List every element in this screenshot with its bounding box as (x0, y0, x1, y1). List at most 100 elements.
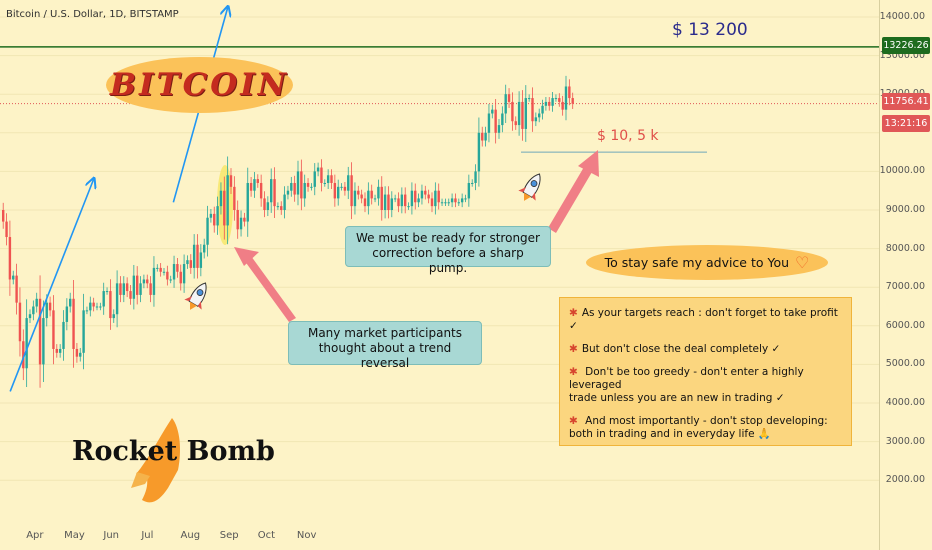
candle (112, 309, 115, 323)
candle-body (558, 98, 561, 102)
candle (280, 201, 283, 215)
candle-body (156, 267, 159, 269)
price-tick: 10000.00 (879, 165, 925, 177)
candle (484, 126, 487, 147)
candle-body (544, 101, 548, 106)
candle (524, 85, 527, 142)
candle (434, 182, 437, 215)
trend-line-1 (9, 179, 93, 392)
candle (35, 292, 38, 313)
candle (239, 210, 243, 237)
advice-item-line1: And most importantly - don't stop develo… (581, 415, 828, 427)
horizontal-levels (0, 46, 932, 153)
candle (457, 198, 460, 206)
candle-body (266, 202, 270, 210)
candle-body (5, 221, 8, 238)
candle (460, 193, 464, 208)
advice-item: ✱ As your targets reach : don't forget to… (569, 307, 843, 333)
candle-body (417, 198, 420, 203)
candle (534, 112, 538, 127)
candle (414, 183, 417, 210)
candle (481, 126, 484, 147)
candle-body (424, 190, 427, 195)
candle (18, 287, 22, 357)
advice-title: To stay safe my advice to You ♡ (586, 245, 828, 280)
candle (363, 192, 367, 213)
candle-body (249, 182, 253, 191)
candle (393, 194, 397, 203)
candle-body (437, 190, 440, 203)
candle-body (347, 175, 350, 191)
month-label: Jul (141, 530, 154, 541)
candle-body (206, 217, 209, 245)
callout-trend-reversal: Many market participants thought about a… (288, 321, 482, 370)
anger-mark-icon: ✱ (569, 343, 578, 355)
candle (42, 300, 45, 383)
candle (263, 191, 266, 218)
candle-body (527, 98, 531, 100)
bitcoin-badge: BITCOIN (106, 57, 293, 113)
target-10500-label: $ 10, 5 k (597, 128, 659, 144)
candle (8, 220, 12, 296)
price-axis[interactable]: 14000.0013000.0012000.0010000.009000.008… (879, 0, 932, 550)
candle-body (48, 302, 52, 311)
candle (353, 182, 357, 215)
candle (209, 208, 213, 223)
candle-body (420, 190, 424, 199)
candle (417, 193, 420, 208)
candle-body (357, 190, 360, 195)
candle-body (561, 101, 564, 110)
candle-body (407, 206, 410, 208)
candle (290, 176, 293, 197)
candle (491, 104, 494, 119)
callout-arrow-reversal (237, 250, 296, 322)
candle-body (481, 132, 484, 141)
candle-body (377, 186, 380, 199)
candle-body (55, 348, 58, 353)
candle-body (102, 291, 105, 307)
advice-item: ✱ But don't close the deal completely ✓ (569, 343, 843, 356)
candle (132, 264, 136, 310)
candle-body (199, 252, 203, 268)
candle (323, 179, 326, 187)
candle (316, 162, 320, 177)
candle (568, 79, 571, 106)
candle (32, 300, 35, 321)
candle (494, 98, 497, 144)
candle (223, 176, 226, 240)
candle-body (69, 298, 72, 307)
candle-body (136, 275, 139, 295)
candle-body (276, 206, 280, 208)
callout-trend-reversal-line1: Many market participants (307, 326, 463, 340)
candle-body (380, 186, 383, 210)
candle (447, 198, 450, 206)
candle (306, 178, 310, 192)
candle-body (196, 244, 199, 268)
candle-body (410, 190, 414, 207)
candle-body (323, 182, 326, 184)
candle (410, 182, 414, 215)
candle-body (313, 171, 316, 187)
advice-item: ✱ And most importantly - don't stop deve… (569, 415, 843, 441)
candle-body (209, 213, 213, 218)
candle (464, 194, 467, 203)
candle-body (501, 113, 504, 126)
candle-body (340, 186, 343, 188)
price-tick: 4000.00 (885, 397, 925, 408)
candle-body (440, 202, 444, 204)
candle (192, 234, 196, 279)
price-tick: 13000.00 (879, 49, 925, 61)
advice-item-line2: trade unless you are an new in trading ✓ (569, 392, 785, 404)
candle (38, 275, 42, 388)
candle (514, 116, 517, 130)
candle-body (484, 132, 487, 141)
candle-body (306, 182, 310, 187)
candle (527, 94, 531, 102)
candle (283, 186, 286, 219)
candle (119, 276, 122, 303)
candle (169, 275, 172, 284)
candle (48, 296, 52, 317)
month-label: Jun (103, 530, 119, 541)
candle (142, 274, 146, 289)
advice-item: ✱ Don't be too greedy - don't enter a hi… (569, 366, 843, 405)
